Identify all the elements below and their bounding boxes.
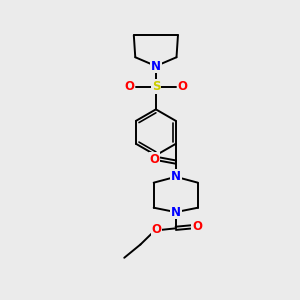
Text: S: S (152, 80, 160, 93)
Text: O: O (152, 223, 162, 236)
Text: O: O (124, 80, 134, 93)
Text: O: O (177, 80, 188, 93)
Text: O: O (150, 153, 160, 166)
Text: N: N (171, 170, 181, 183)
Text: N: N (151, 60, 161, 73)
Text: N: N (171, 206, 181, 219)
Text: O: O (192, 220, 202, 233)
